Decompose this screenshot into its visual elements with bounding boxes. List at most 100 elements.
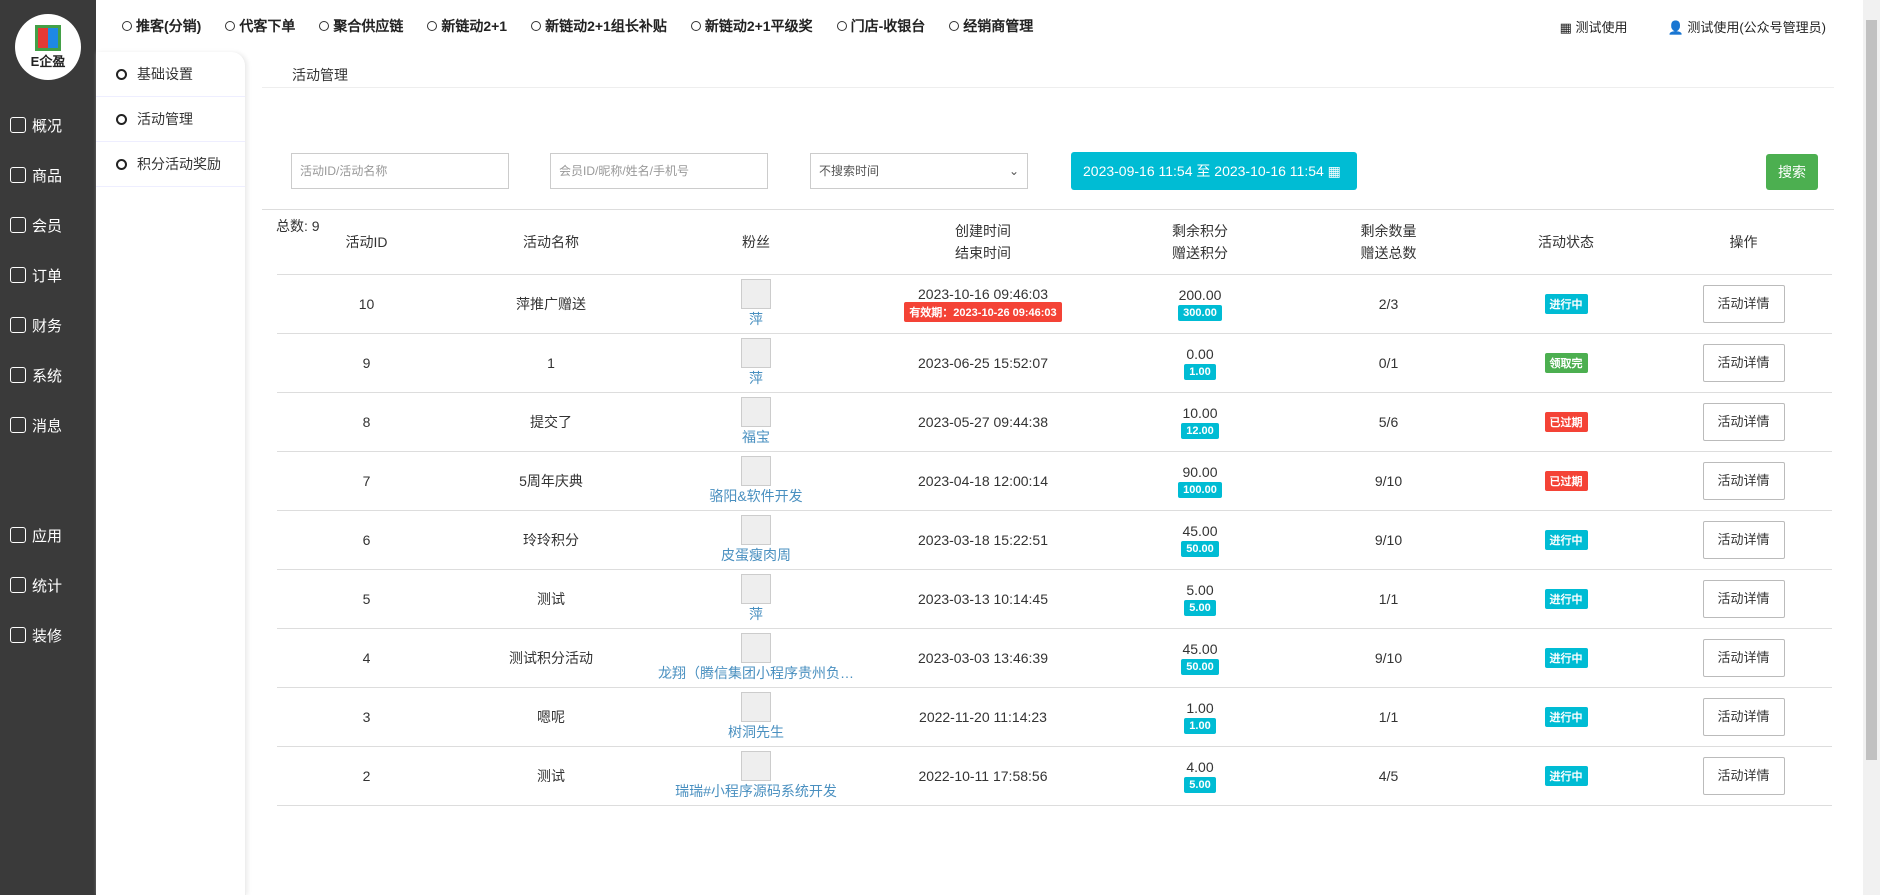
activity-detail-button[interactable]: 活动详情 [1702, 638, 1785, 677]
user-menu[interactable]: 👤 测试使用(公众号管理员) [1667, 19, 1826, 35]
logo-text: E企盈 [30, 53, 66, 69]
activity-id: 5 [277, 569, 456, 629]
sidebar-item[interactable]: 应用 [0, 510, 96, 560]
sidebar-item[interactable]: 统计 [0, 560, 96, 610]
gear-icon [10, 367, 26, 383]
nav-icon [836, 21, 847, 31]
stats-icon [10, 577, 26, 593]
topnav-item[interactable]: 新链动2+1组长补贴 [531, 16, 667, 36]
header-qty: 剩余数量 赠送总数 [1300, 210, 1477, 275]
submenu-label: 积分活动奖励 [137, 156, 221, 172]
sidebar-item[interactable]: 订单 [0, 250, 96, 300]
search-button[interactable]: 搜索 [1766, 154, 1818, 190]
topnav-item[interactable]: 门店-收银台 [836, 16, 925, 36]
time-cell: 2022-10-11 17:58:56 [866, 746, 1100, 806]
sidebar-item[interactable]: 财务 [0, 300, 96, 350]
time-cell: 2023-06-25 15:52:07 [866, 333, 1100, 393]
topnav-item[interactable]: 新链动2+1平级奖 [690, 16, 813, 36]
activity-detail-button[interactable]: 活动详情 [1702, 579, 1785, 618]
shop-switch[interactable]: ▦ 测试使用 [1559, 19, 1628, 35]
topnav-label: 推客(分销) [136, 18, 202, 34]
activity-name: 玲玲积分 [456, 510, 646, 570]
points-cell: 45.00 50.00 [1100, 628, 1300, 688]
sidebar-item[interactable]: 消息 [0, 400, 96, 450]
fan-cell: 萍 [646, 274, 866, 334]
activity-search-input[interactable]: 活动ID/活动名称 [291, 153, 509, 189]
status-cell: 进行中 [1477, 628, 1655, 688]
activity-name: 萍推广赠送 [456, 274, 646, 334]
gift-points-badge: 300.00 [1178, 304, 1222, 321]
fan-name[interactable]: 瑞瑞#小程序源码系统开发 [675, 782, 837, 799]
table-row: 8 提交了 福宝 2023-05-27 09:44:38 10.00 12.00 … [277, 392, 1832, 452]
goods-icon [10, 167, 26, 183]
sidebar-item[interactable]: 系统 [0, 350, 96, 400]
submenu-activity-management[interactable]: 活动管理 [96, 97, 245, 142]
logo[interactable]: E企盈 [15, 14, 81, 80]
topnav-item[interactable]: 聚合供应链 [319, 16, 403, 36]
sidebar-label: 财务 [32, 317, 63, 335]
sidebar-label: 装修 [32, 627, 63, 645]
status-cell: 领取完 [1477, 333, 1655, 393]
topnav-label: 代客下单 [239, 18, 296, 34]
sidebar-item[interactable]: 会员 [0, 200, 96, 250]
action-cell: 活动详情 [1655, 746, 1832, 806]
fan-name[interactable]: 萍 [749, 310, 763, 327]
remaining-points: 10.00 [1182, 404, 1218, 421]
time-cell: 2023-03-03 13:46:39 [866, 628, 1100, 688]
top-nav: 推客(分销) 代客下单 聚合供应链 新链动2+1 新链动2+1组长补贴 新链动2+1平级奖… [96, 0, 1862, 52]
activity-detail-button[interactable]: 活动详情 [1702, 284, 1785, 323]
activity-detail-button[interactable]: 活动详情 [1702, 402, 1785, 441]
sub-menu: 基础设置 活动管理 积分活动奖励 [96, 52, 246, 895]
topnav-item[interactable]: 推客(分销) [122, 16, 201, 36]
fan-name[interactable]: 骆阳&软件开发 [709, 487, 803, 504]
fan-avatar [741, 750, 771, 781]
gift-points-badge: 100.00 [1178, 481, 1222, 498]
status-badge: 进行中 [1544, 588, 1588, 609]
action-cell: 活动详情 [1655, 274, 1832, 334]
created-time: 2023-10-16 09:46:03 [918, 285, 1048, 302]
status-badge: 进行中 [1544, 647, 1588, 668]
sidebar-label: 会员 [32, 217, 63, 235]
quantity: 9/10 [1300, 628, 1477, 688]
submenu-basic-settings[interactable]: 基础设置 [96, 52, 245, 97]
remaining-points: 200.00 [1178, 286, 1222, 303]
topnav-item[interactable]: 新链动2+1 [427, 16, 507, 36]
status-badge: 已过期 [1544, 411, 1588, 432]
activity-detail-button[interactable]: 活动详情 [1702, 343, 1785, 382]
fan-name[interactable]: 福宝 [742, 428, 770, 445]
remaining-points: 1.00 [1186, 699, 1214, 716]
fan-name[interactable]: 萍 [749, 605, 763, 622]
activity-detail-button[interactable]: 活动详情 [1702, 697, 1785, 736]
logo-mark [35, 24, 61, 51]
activity-detail-button[interactable]: 活动详情 [1702, 520, 1785, 559]
member-search-input[interactable]: 会员ID/昵称/姓名/手机号 [550, 153, 768, 189]
points-cell: 1.00 1.00 [1100, 687, 1300, 747]
sidebar-item[interactable]: 装修 [0, 610, 96, 660]
fan-name[interactable]: 龙翔（腾信集团小程序贵州负… [658, 664, 854, 681]
topnav-item[interactable]: 经销商管理 [949, 16, 1033, 36]
date-range-picker[interactable]: 2023-09-16 11:54 至 2023-10-16 11:54 ▦ [1071, 152, 1357, 190]
main-sidebar: E企盈 概况 商品会员订单财务系统 消息应用统计装修 [0, 0, 96, 895]
activity-detail-button[interactable]: 活动详情 [1702, 756, 1785, 795]
scrollbar[interactable] [1863, 0, 1880, 895]
time-select[interactable]: 不搜索时间 ⌄ [810, 153, 1028, 189]
scrollbar-thumb[interactable] [1866, 20, 1877, 760]
points-cell: 4.00 5.00 [1100, 746, 1300, 806]
time-cell: 2023-03-13 10:14:45 [866, 569, 1100, 629]
fan-name[interactable]: 萍 [749, 369, 763, 386]
fan-avatar [741, 691, 771, 722]
gift-points-badge: 5.00 [1184, 776, 1216, 793]
activity-id: 2 [277, 746, 456, 806]
activity-id: 9 [277, 333, 456, 393]
quantity: 5/6 [1300, 392, 1477, 452]
sidebar-label: 应用 [32, 527, 63, 545]
fan-name[interactable]: 树洞先生 [728, 723, 784, 740]
sidebar-label: 订单 [32, 267, 63, 285]
quantity: 2/3 [1300, 274, 1477, 334]
activity-detail-button[interactable]: 活动详情 [1702, 461, 1785, 500]
fan-name[interactable]: 皮蛋瘦肉周 [721, 546, 791, 563]
sidebar-item[interactable]: 概况 [0, 100, 96, 150]
topnav-item[interactable]: 代客下单 [225, 16, 295, 36]
submenu-points-reward[interactable]: 积分活动奖励 [96, 142, 245, 187]
sidebar-item[interactable]: 商品 [0, 150, 96, 200]
